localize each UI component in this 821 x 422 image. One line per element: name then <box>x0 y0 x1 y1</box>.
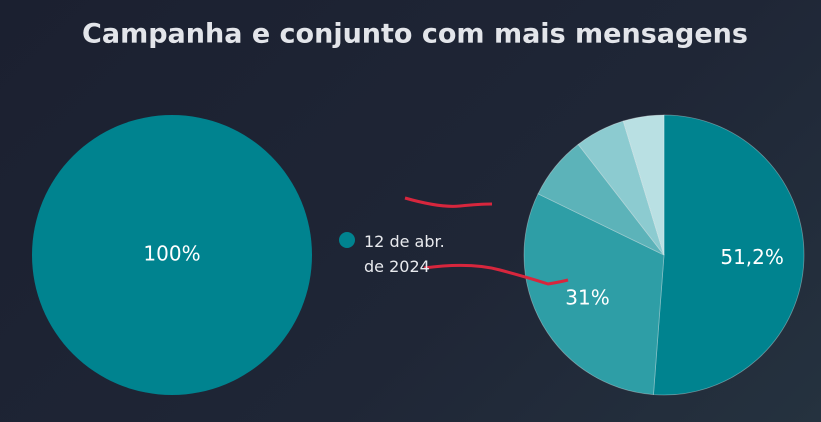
pie-slice <box>32 115 312 395</box>
pie-slice <box>622 114 665 256</box>
legend-marker <box>339 232 355 248</box>
data-label: 51,2% <box>720 245 784 269</box>
annotation-scribble <box>404 196 493 208</box>
chart-title: Campanha e conjunto com mais mensagens <box>82 19 748 50</box>
pie-slice <box>523 193 665 396</box>
pie-slice <box>577 120 665 256</box>
data-label: 31% <box>565 285 609 309</box>
legend-label: 12 de abr. de 2024 <box>364 232 445 276</box>
data-label: 100% <box>143 242 200 266</box>
pie-slice <box>653 114 805 396</box>
annotation-scribble <box>423 263 569 286</box>
pie-slice <box>537 143 665 256</box>
